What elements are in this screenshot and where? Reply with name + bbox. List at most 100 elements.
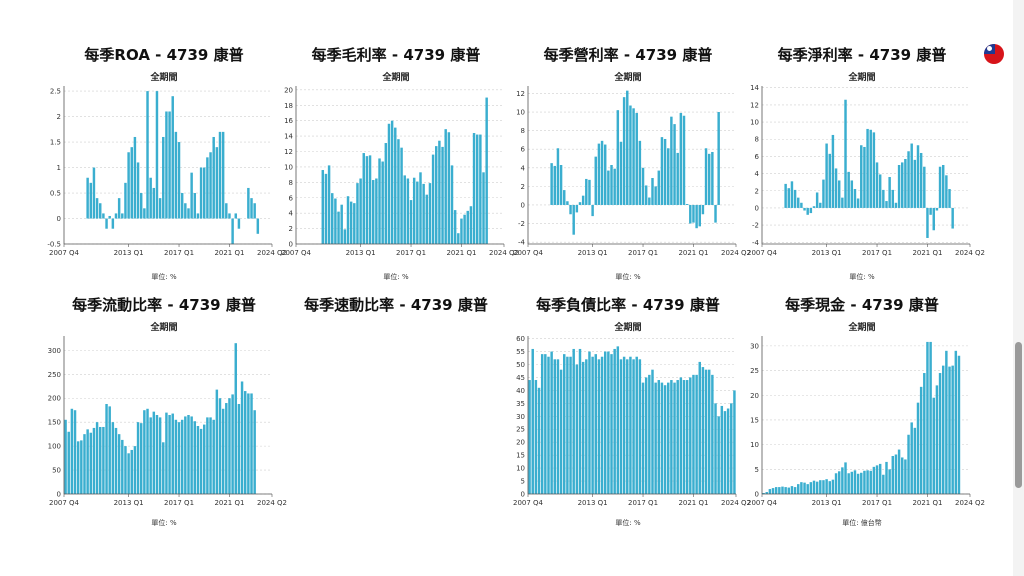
bar[interactable] bbox=[660, 137, 664, 205]
bar[interactable] bbox=[695, 204, 698, 229]
bar[interactable] bbox=[534, 380, 538, 494]
bar[interactable] bbox=[844, 99, 847, 208]
bar[interactable] bbox=[850, 471, 854, 494]
bar[interactable] bbox=[797, 197, 800, 208]
bar[interactable] bbox=[638, 359, 642, 494]
bar[interactable] bbox=[174, 131, 178, 219]
bar[interactable] bbox=[95, 198, 99, 219]
bar[interactable] bbox=[196, 426, 200, 494]
bar[interactable] bbox=[250, 393, 253, 494]
bar[interactable] bbox=[206, 417, 209, 494]
bar[interactable] bbox=[803, 207, 806, 211]
bar[interactable] bbox=[117, 198, 121, 219]
bar[interactable] bbox=[397, 139, 400, 244]
bar[interactable] bbox=[359, 178, 362, 244]
bar[interactable] bbox=[910, 422, 913, 494]
bar[interactable] bbox=[187, 415, 190, 494]
bar[interactable] bbox=[99, 203, 102, 219]
bar[interactable] bbox=[834, 473, 838, 494]
bar[interactable] bbox=[929, 207, 932, 215]
bar[interactable] bbox=[114, 427, 118, 494]
bar[interactable] bbox=[184, 203, 187, 219]
bar[interactable] bbox=[641, 167, 645, 205]
bar[interactable] bbox=[384, 143, 388, 244]
bar[interactable] bbox=[632, 108, 635, 205]
bar[interactable] bbox=[828, 153, 831, 208]
bar[interactable] bbox=[603, 351, 607, 494]
bar[interactable] bbox=[597, 143, 601, 205]
bar[interactable] bbox=[894, 202, 898, 208]
bar[interactable] bbox=[689, 204, 692, 224]
bar[interactable] bbox=[648, 197, 651, 205]
bar[interactable] bbox=[771, 488, 775, 494]
bar[interactable] bbox=[685, 380, 689, 494]
bar[interactable] bbox=[875, 162, 879, 208]
bar[interactable] bbox=[133, 136, 137, 219]
bar[interactable] bbox=[809, 207, 813, 214]
bar[interactable] bbox=[158, 198, 162, 219]
bar[interactable] bbox=[475, 134, 479, 244]
bar[interactable] bbox=[105, 218, 108, 229]
bar[interactable] bbox=[679, 377, 683, 494]
bar[interactable] bbox=[765, 492, 768, 494]
bar[interactable] bbox=[578, 348, 582, 494]
bar[interactable] bbox=[575, 364, 579, 494]
bar[interactable] bbox=[152, 187, 156, 219]
bar[interactable] bbox=[444, 129, 447, 244]
bar[interactable] bbox=[92, 427, 96, 494]
bar[interactable] bbox=[438, 140, 441, 244]
bar[interactable] bbox=[425, 194, 429, 244]
bar[interactable] bbox=[575, 204, 579, 213]
bar[interactable] bbox=[875, 465, 879, 494]
bar[interactable] bbox=[679, 112, 683, 205]
bar[interactable] bbox=[127, 152, 130, 219]
bar[interactable] bbox=[149, 417, 152, 494]
bar[interactable] bbox=[556, 359, 560, 494]
bar[interactable] bbox=[916, 402, 920, 494]
bar[interactable] bbox=[907, 434, 910, 494]
bar[interactable] bbox=[676, 380, 679, 494]
bar[interactable] bbox=[957, 355, 961, 494]
bar[interactable] bbox=[698, 204, 701, 227]
bar[interactable] bbox=[825, 143, 828, 208]
bar[interactable] bbox=[635, 356, 638, 494]
bar[interactable] bbox=[165, 412, 168, 494]
bar[interactable] bbox=[422, 183, 425, 244]
bar[interactable] bbox=[897, 165, 901, 208]
bar[interactable] bbox=[919, 152, 923, 208]
bar[interactable] bbox=[479, 134, 482, 244]
bar[interactable] bbox=[723, 411, 727, 494]
bar[interactable] bbox=[610, 165, 613, 205]
bar[interactable] bbox=[790, 181, 794, 208]
bar[interactable] bbox=[581, 361, 585, 494]
bar[interactable] bbox=[237, 218, 241, 229]
bar[interactable] bbox=[910, 143, 913, 208]
bar[interactable] bbox=[613, 168, 616, 205]
bar[interactable] bbox=[676, 152, 679, 205]
bar[interactable] bbox=[180, 419, 184, 494]
bar[interactable] bbox=[607, 351, 610, 494]
bar[interactable] bbox=[803, 482, 806, 494]
bar[interactable] bbox=[692, 204, 695, 223]
bar[interactable] bbox=[337, 211, 340, 244]
bar[interactable] bbox=[888, 469, 891, 494]
bar[interactable] bbox=[124, 182, 127, 219]
bar[interactable] bbox=[356, 183, 359, 244]
bar[interactable] bbox=[913, 159, 917, 208]
bar[interactable] bbox=[856, 198, 860, 208]
bar[interactable] bbox=[907, 151, 910, 208]
bar[interactable] bbox=[136, 162, 140, 219]
bar[interactable] bbox=[168, 111, 171, 219]
bar[interactable] bbox=[540, 354, 544, 494]
bar[interactable] bbox=[453, 210, 457, 244]
bar[interactable] bbox=[234, 213, 237, 219]
taiwan-flag-icon[interactable] bbox=[984, 44, 1004, 64]
bar[interactable] bbox=[209, 417, 212, 494]
bar[interactable] bbox=[923, 166, 926, 208]
bar[interactable] bbox=[891, 189, 895, 208]
bar[interactable] bbox=[916, 145, 920, 208]
bar[interactable] bbox=[654, 382, 657, 494]
bar[interactable] bbox=[954, 350, 958, 494]
bar[interactable] bbox=[948, 366, 951, 494]
bar[interactable] bbox=[819, 202, 822, 208]
